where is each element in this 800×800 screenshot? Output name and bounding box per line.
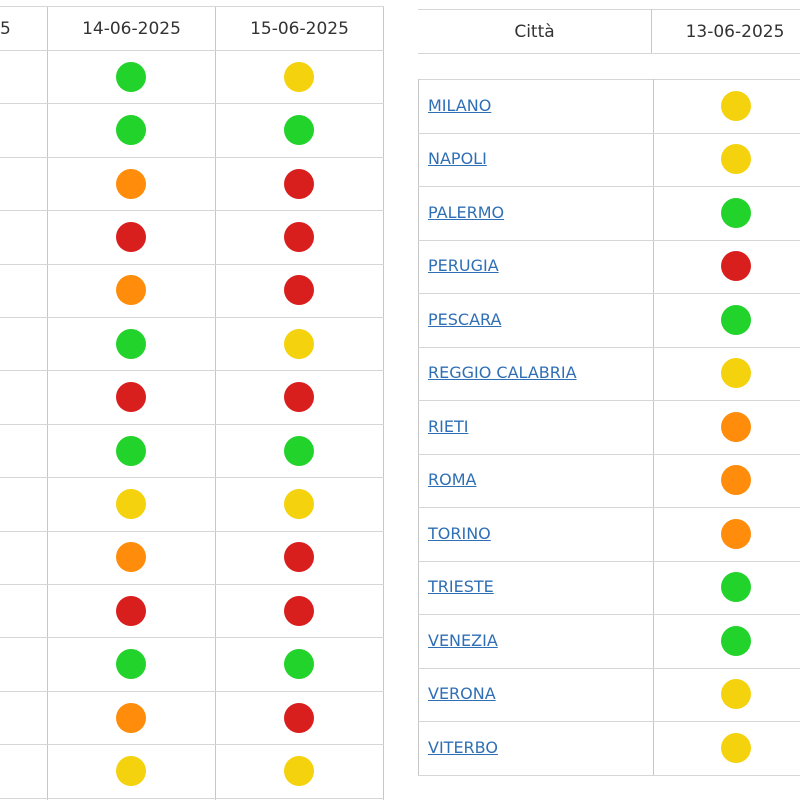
status-dot-orange [116, 702, 146, 733]
left-header-date-15: 15-06-2025 [250, 19, 349, 39]
status-dot-orange [721, 518, 751, 549]
city-link-milano[interactable]: MILANO [428, 95, 492, 115]
right-body-top-border [418, 79, 800, 80]
status-dot-yellow [284, 328, 314, 359]
right-row-divider [418, 453, 800, 455]
city-link-torino[interactable]: TORINO [428, 523, 491, 543]
status-dot-green [116, 328, 146, 359]
status-dot-red [721, 251, 751, 282]
left-row-divider [0, 797, 384, 799]
right-row-divider [418, 132, 800, 134]
city-link-rieti[interactable]: RIETI [428, 416, 469, 436]
status-dot-red [284, 221, 314, 252]
left-header-partial-date: 5 [0, 19, 11, 39]
status-dot-orange [721, 465, 751, 496]
left-row-divider [0, 103, 384, 105]
city-link-venezia[interactable]: VENEZIA [428, 630, 498, 650]
left-row-divider [0, 156, 384, 158]
right-row-divider [418, 239, 800, 241]
status-dot-yellow [116, 755, 146, 786]
status-dot-green [284, 435, 314, 466]
right-body-bottom-border [418, 775, 800, 776]
status-dot-red [116, 382, 146, 413]
right-top-border [418, 9, 800, 10]
city-link-trieste[interactable]: TRIESTE [428, 577, 494, 597]
status-dot-yellow [284, 755, 314, 786]
status-dot-yellow [721, 90, 751, 121]
status-dot-yellow [721, 732, 751, 763]
status-dot-red [284, 382, 314, 413]
left-row-divider [0, 423, 384, 425]
city-link-napoli[interactable]: NAPOLI [428, 149, 487, 169]
status-dot-green [116, 435, 146, 466]
status-dot-yellow [284, 61, 314, 92]
right-row-divider [418, 721, 800, 722]
status-dot-green [721, 625, 751, 656]
right-row-divider [418, 346, 800, 348]
status-dot-yellow [721, 679, 751, 710]
status-dot-orange [116, 275, 146, 306]
left-row-divider [0, 317, 384, 318]
status-dot-yellow [116, 488, 146, 519]
left-col-divider-2 [215, 6, 216, 800]
left-row-divider [0, 477, 384, 479]
status-dot-yellow [721, 358, 751, 389]
right-row-divider [418, 293, 800, 294]
left-header-bottom-border [0, 50, 384, 51]
left-row-divider [0, 690, 384, 692]
left-col-divider-1 [47, 6, 48, 800]
status-dot-green [116, 649, 146, 680]
left-row-divider [0, 263, 384, 265]
right-row-divider [418, 400, 800, 401]
right-row-divider [418, 507, 800, 508]
status-dot-red [284, 702, 314, 733]
left-row-divider [0, 744, 384, 746]
right-row-divider [418, 667, 800, 669]
status-dot-red [284, 275, 314, 306]
left-row-divider [0, 530, 384, 532]
right-header-city: Città [514, 22, 555, 42]
status-dot-red [284, 168, 314, 199]
left-top-border [0, 6, 384, 7]
status-dot-orange [721, 411, 751, 442]
left-col-divider-3 [383, 6, 384, 800]
left-row-divider [0, 370, 384, 372]
right-header-divider [651, 9, 652, 53]
right-header-date-13: 13-06-2025 [685, 22, 785, 42]
city-link-pescara[interactable]: PESCARA [428, 309, 502, 329]
left-row-divider [0, 210, 384, 212]
left-row-divider [0, 584, 384, 585]
status-dot-red [116, 221, 146, 252]
status-dot-green [116, 61, 146, 92]
left-row-divider [0, 637, 384, 639]
right-body-divider [653, 79, 654, 775]
status-dot-green [116, 115, 146, 146]
status-dot-green [721, 304, 751, 335]
status-dot-orange [116, 168, 146, 199]
status-dot-red [284, 595, 314, 626]
status-dot-red [116, 595, 146, 626]
status-dot-green [284, 115, 314, 146]
status-dot-green [721, 197, 751, 228]
right-body-left-border [418, 79, 419, 775]
city-link-verona[interactable]: VERONA [428, 684, 496, 704]
status-dot-green [284, 649, 314, 680]
right-row-divider [418, 186, 800, 187]
city-link-perugia[interactable]: PERUGIA [428, 256, 499, 276]
status-dot-green [721, 572, 751, 603]
status-dot-yellow [721, 144, 751, 175]
right-row-divider [418, 560, 800, 562]
right-header-bottom-border [418, 53, 800, 54]
city-link-palermo[interactable]: PALERMO [428, 202, 505, 222]
status-dot-yellow [284, 488, 314, 519]
status-dot-red [284, 542, 314, 573]
left-header-date-14: 14-06-2025 [82, 19, 181, 39]
status-dot-orange [116, 542, 146, 573]
city-link-reggio-calabria[interactable]: REGGIO CALABRIA [428, 363, 577, 383]
city-link-viterbo[interactable]: VITERBO [428, 737, 498, 757]
right-row-divider [418, 614, 800, 615]
city-link-roma[interactable]: ROMA [428, 470, 477, 490]
